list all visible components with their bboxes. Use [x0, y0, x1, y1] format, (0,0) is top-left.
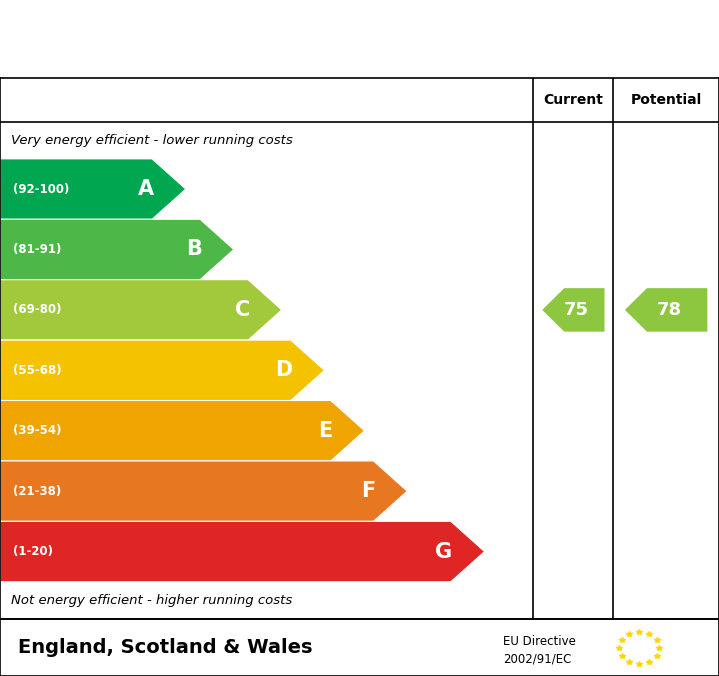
Text: G: G: [436, 541, 452, 562]
Text: (92-100): (92-100): [13, 183, 69, 195]
Text: (69-80): (69-80): [13, 304, 61, 316]
Text: (1-20): (1-20): [13, 545, 53, 558]
Polygon shape: [0, 159, 186, 219]
Polygon shape: [0, 340, 324, 400]
Text: EU Directive: EU Directive: [503, 635, 576, 648]
Polygon shape: [0, 461, 407, 521]
Text: 75: 75: [564, 301, 589, 319]
Text: (21-38): (21-38): [13, 485, 61, 498]
Text: E: E: [319, 420, 332, 441]
Polygon shape: [0, 219, 234, 280]
Text: Potential: Potential: [631, 93, 702, 107]
Text: C: C: [234, 300, 249, 320]
Text: D: D: [275, 360, 293, 381]
Text: Very energy efficient - lower running costs: Very energy efficient - lower running co…: [11, 134, 293, 147]
Text: Current: Current: [544, 93, 603, 107]
Polygon shape: [0, 280, 282, 340]
Text: (81-91): (81-91): [13, 243, 61, 256]
Text: 78: 78: [657, 301, 682, 319]
Polygon shape: [0, 400, 365, 461]
Polygon shape: [542, 288, 605, 332]
Text: England, Scotland & Wales: England, Scotland & Wales: [18, 637, 313, 657]
Text: B: B: [186, 239, 202, 260]
Text: (39-54): (39-54): [13, 425, 61, 437]
Text: (55-68): (55-68): [13, 364, 62, 377]
Polygon shape: [0, 521, 485, 582]
Text: Not energy efficient - higher running costs: Not energy efficient - higher running co…: [11, 594, 292, 606]
Text: Energy Efficiency Rating: Energy Efficiency Rating: [18, 25, 420, 53]
Text: F: F: [361, 481, 375, 501]
Polygon shape: [625, 288, 707, 332]
Text: 2002/91/EC: 2002/91/EC: [503, 652, 572, 665]
Text: A: A: [137, 179, 154, 199]
